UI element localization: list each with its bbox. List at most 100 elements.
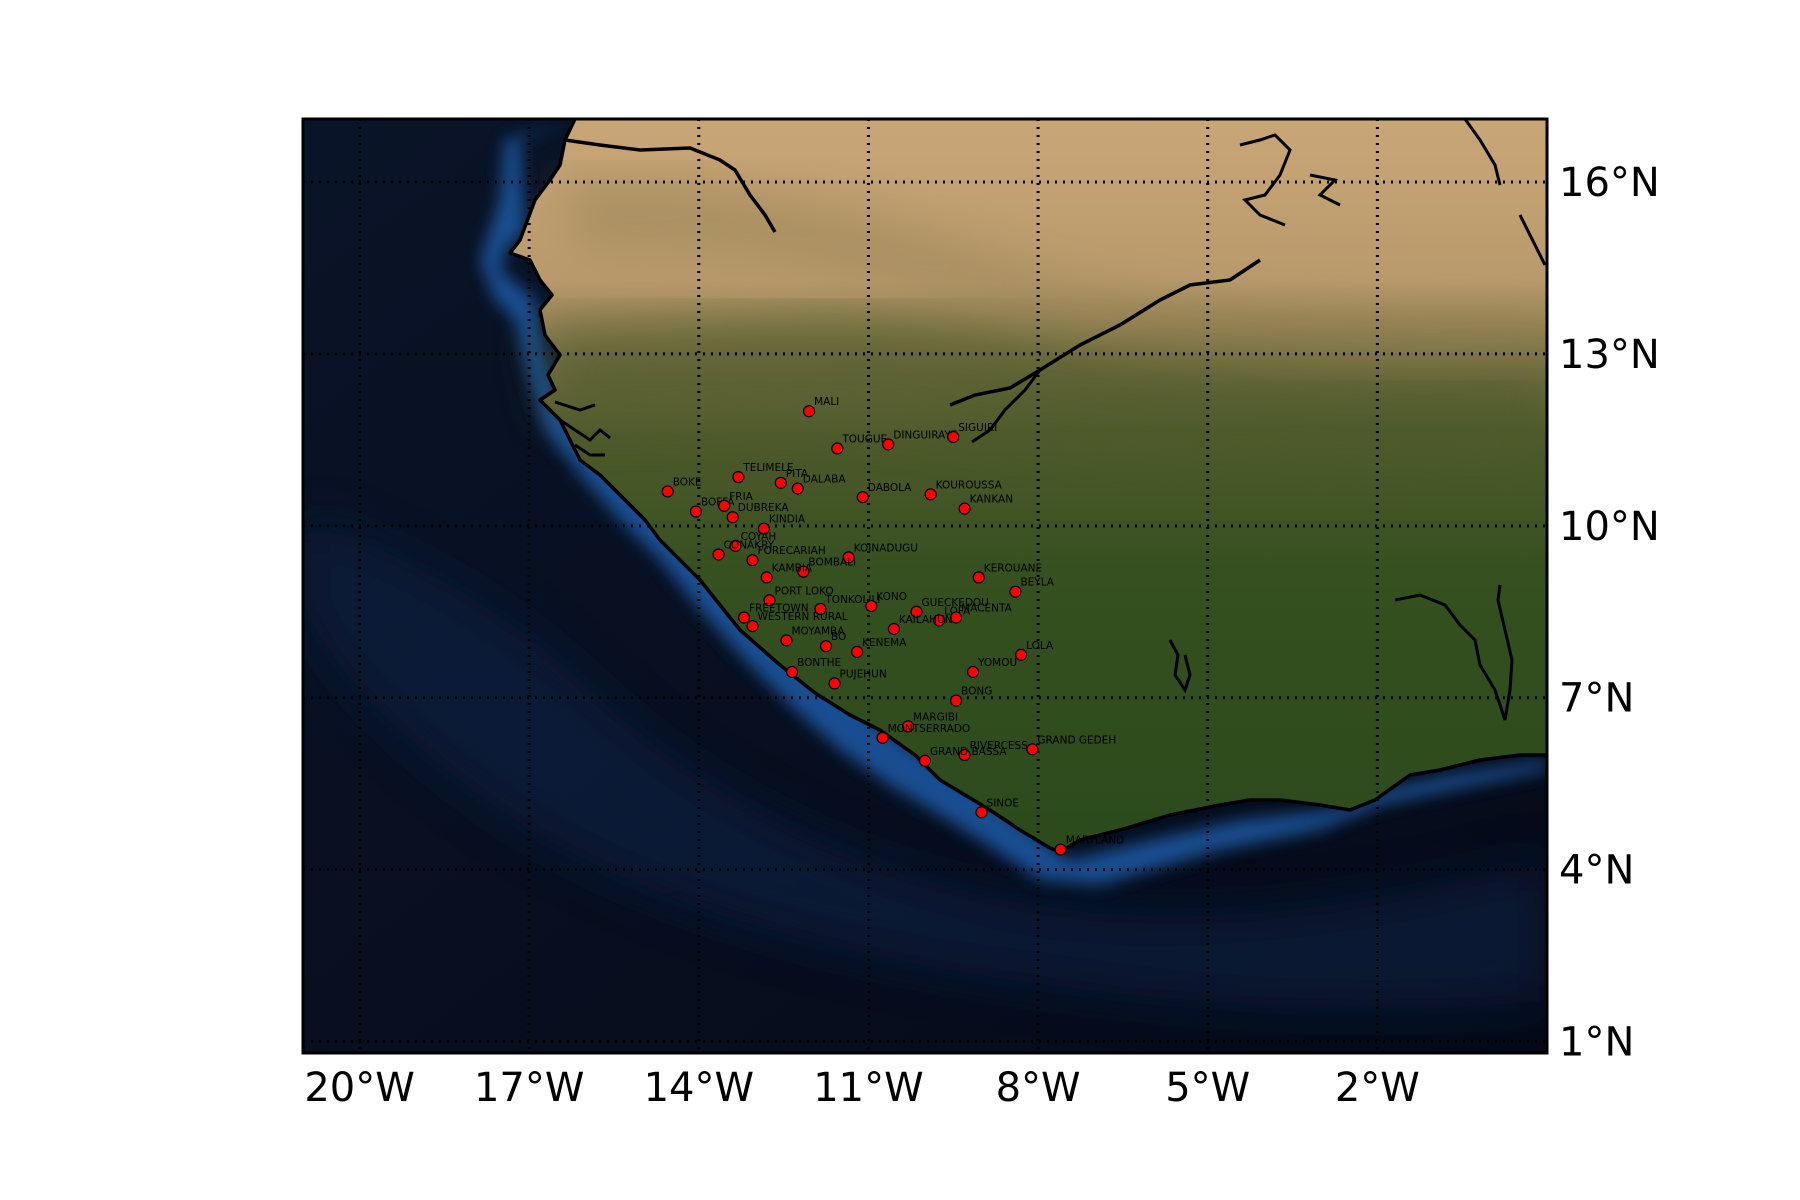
place-dot[interactable] [689, 505, 703, 518]
place-dot[interactable] [918, 754, 932, 767]
place-dot[interactable] [949, 611, 963, 624]
place-marker[interactable]: SIGUIRI [947, 422, 998, 444]
place-marker[interactable]: PUJEHUN [828, 668, 887, 690]
place-marker[interactable]: GUECKEDOU [910, 597, 989, 618]
place-marker[interactable]: MARGIBI [901, 711, 959, 733]
coastline [508, 119, 1547, 854]
place-dot[interactable] [975, 806, 988, 819]
place-dot[interactable] [780, 634, 793, 647]
place-marker[interactable]: MONTSERRADO [876, 723, 970, 744]
place-marker[interactable]: MACENTA [949, 603, 1013, 624]
place-label: KAMBIA [772, 562, 813, 574]
place-label: TELIMELE [742, 462, 793, 474]
place-dot[interactable] [851, 645, 864, 658]
place-marker[interactable]: BEYLA [1009, 577, 1055, 598]
place-dot[interactable] [949, 694, 963, 707]
place-dot[interactable] [882, 438, 895, 451]
place-marker[interactable]: MALI [802, 396, 840, 418]
place-marker[interactable]: KONO [865, 591, 907, 613]
place-dot[interactable] [1054, 843, 1067, 856]
place-marker[interactable]: MARYLAND [1054, 835, 1124, 856]
place-marker[interactable]: LOLA [1015, 640, 1054, 661]
place-dot[interactable] [876, 731, 889, 744]
place-marker[interactable]: GRAND BASSA [918, 746, 1008, 767]
place-marker[interactable]: CONAKRY [712, 539, 775, 561]
place-marker[interactable]: GRAND GEDEH [1026, 734, 1116, 756]
place-marker[interactable]: KOUROUSSA [924, 479, 1003, 501]
place-dot[interactable] [910, 605, 923, 618]
place-dot[interactable] [972, 571, 985, 584]
place-marker[interactable]: BONTHE [786, 657, 842, 679]
place-marker[interactable]: TELIMELE [732, 462, 794, 484]
estuary-islands [554, 400, 611, 457]
place-label: FREETOWN [749, 603, 809, 615]
place-dot[interactable] [661, 485, 674, 498]
place-dot[interactable] [901, 720, 915, 733]
place-marker[interactable]: KANKAN [958, 494, 1013, 515]
place-dot[interactable] [791, 482, 804, 495]
place-dot[interactable] [958, 502, 971, 515]
place-dot[interactable] [1009, 585, 1022, 598]
place-marker[interactable]: RIVERCESS [958, 740, 1028, 762]
place-marker[interactable]: MOYAMBA [780, 625, 845, 647]
place-marker[interactable]: BOKE [661, 476, 702, 498]
place-dot[interactable] [958, 748, 971, 762]
place-dot[interactable] [737, 611, 751, 624]
place-marker[interactable]: TOUGUE [831, 433, 887, 455]
place-marker[interactable]: BOMBALI [797, 557, 856, 578]
place-dot[interactable] [746, 620, 759, 633]
place-dot[interactable] [924, 488, 937, 501]
place-dot[interactable] [933, 614, 946, 627]
place-marker[interactable]: BONG [949, 686, 993, 707]
place-marker[interactable]: LOFA [933, 605, 971, 627]
place-dot[interactable] [966, 665, 980, 679]
place-dot[interactable] [760, 571, 773, 584]
place-marker[interactable]: FREETOWN [737, 603, 809, 624]
place-marker[interactable]: PORT LOKO [763, 585, 834, 607]
place-marker[interactable]: KENEMA [851, 637, 908, 658]
place-dot[interactable] [842, 551, 855, 564]
x-tick-label: 17°W [474, 1065, 584, 1111]
place-marker[interactable]: WESTERN RURAL [746, 611, 848, 633]
place-marker[interactable]: KINDIA [757, 514, 806, 535]
place-marker[interactable]: YOMOU [966, 657, 1018, 679]
place-marker[interactable]: KAILAHUN [887, 614, 953, 636]
place-marker[interactable]: KAMBIA [760, 562, 813, 584]
place-dot[interactable] [887, 622, 901, 636]
place-marker[interactable]: FRIA [718, 491, 754, 512]
place-marker[interactable]: BO [819, 631, 847, 653]
place-dot[interactable] [726, 511, 739, 524]
place-dot[interactable] [718, 499, 731, 512]
place-marker[interactable]: COYAH [729, 531, 776, 552]
place-dot[interactable] [732, 471, 745, 484]
place-marker[interactable]: SINOE [975, 797, 1019, 819]
place-marker[interactable]: DALABA [791, 474, 846, 495]
place-dot[interactable] [797, 565, 810, 578]
place-marker[interactable]: DABOLA [856, 482, 912, 504]
place-dot[interactable] [947, 430, 960, 444]
place-marker[interactable]: KEROUANE [972, 562, 1042, 584]
place-dot[interactable] [831, 442, 844, 455]
place-dot[interactable] [712, 548, 725, 561]
place-dot[interactable] [763, 594, 776, 607]
place-marker[interactable]: DUBREKA [726, 502, 789, 524]
place-dot[interactable] [1026, 743, 1039, 756]
place-marker[interactable]: PITA [774, 468, 809, 489]
place-dot[interactable] [729, 539, 742, 552]
place-dot[interactable] [856, 491, 869, 504]
place-dot[interactable] [746, 554, 759, 567]
place-dot[interactable] [802, 405, 816, 418]
place-marker[interactable]: FORECARIAH [746, 545, 826, 567]
place-dot[interactable] [1015, 648, 1028, 661]
place-dot[interactable] [814, 602, 827, 616]
place-label: KAILAHUN [899, 614, 953, 626]
place-dot[interactable] [757, 522, 770, 535]
kossou-lake [1168, 639, 1192, 694]
place-marker[interactable]: DINGUIRAYE [882, 429, 958, 451]
place-marker[interactable]: KOINADUGU [842, 542, 918, 564]
place-dot[interactable] [774, 476, 787, 489]
place-dot[interactable] [865, 599, 878, 613]
place-dot[interactable] [828, 677, 841, 690]
place-dot[interactable] [786, 665, 799, 679]
place-dot[interactable] [819, 640, 833, 653]
